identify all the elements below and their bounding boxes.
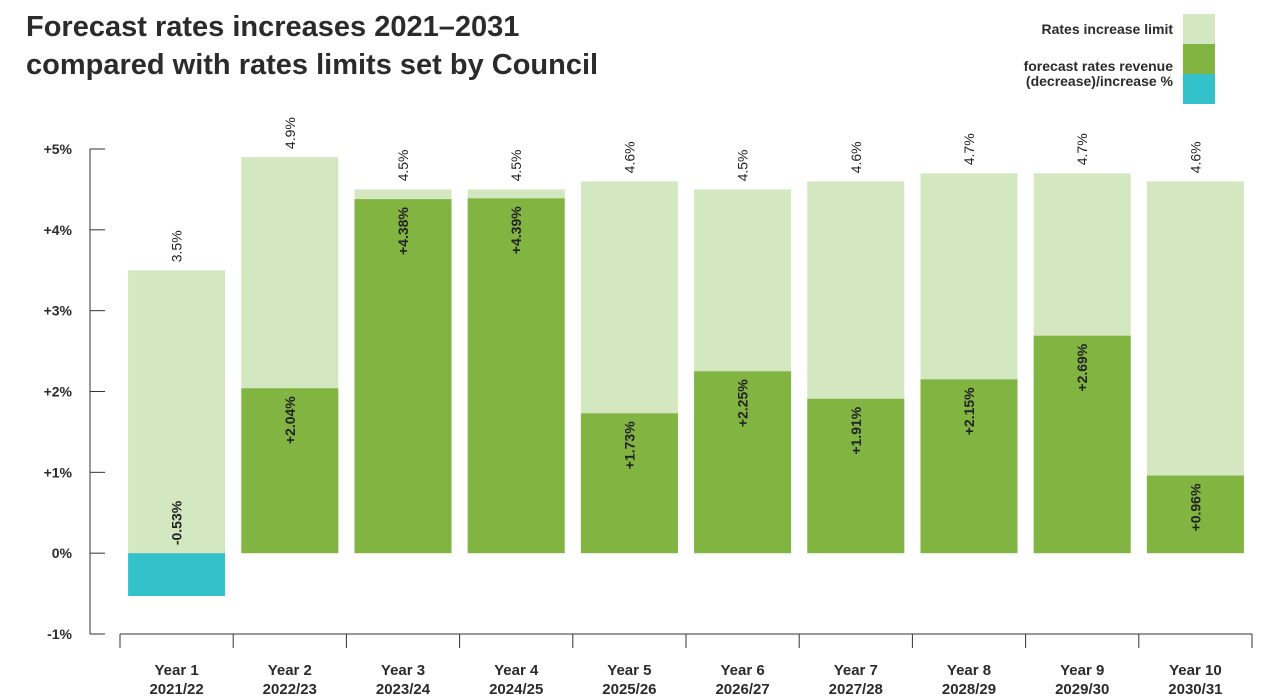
chart-title: Forecast rates increases 2021–2031 compa…: [26, 8, 598, 84]
x-category-label: Year 2: [268, 662, 312, 679]
forecast-data-label: +2.25%: [735, 379, 751, 427]
limit-data-label: 4.6%: [1187, 141, 1203, 173]
limit-data-label: 4.5%: [735, 149, 751, 181]
x-category-label: Year 5: [607, 662, 651, 679]
forecast-data-label: +0.96%: [1187, 483, 1203, 531]
y-tick-label: +2%: [44, 384, 73, 400]
y-tick-label: +4%: [44, 222, 73, 238]
x-category-sublabel: 2026/27: [715, 681, 769, 698]
limit-data-label: 4.7%: [961, 133, 977, 165]
legend-swatch-limit: [1183, 14, 1215, 44]
forecast-data-label: +1.91%: [848, 406, 864, 454]
legend-label-forecast: forecast rates revenue (decrease)/increa…: [1024, 59, 1173, 89]
forecast-bar: [580, 413, 678, 554]
forecast-bar: [1146, 475, 1244, 554]
legend-swatch-stack: [1183, 44, 1215, 104]
x-category-label: Year 8: [947, 662, 991, 679]
forecast-bar: [354, 199, 452, 554]
x-category-sublabel: 2021/22: [149, 681, 203, 698]
x-category-sublabel: 2028/29: [942, 681, 996, 698]
x-category-label: Year 1: [154, 662, 198, 679]
forecast-bar: [920, 379, 1018, 554]
forecast-data-label: +4.39%: [508, 206, 524, 254]
legend-label-forecast-line-2: (decrease)/increase %: [1025, 73, 1173, 89]
forecast-data-label: +1.73%: [621, 421, 637, 469]
x-category-label: Year 3: [381, 662, 425, 679]
forecast-data-label: -0.53%: [169, 500, 185, 545]
forecast-bar: [694, 371, 792, 554]
x-category-sublabel: 2025/26: [602, 681, 656, 698]
x-category-sublabel: 2024/25: [489, 681, 543, 698]
x-category-sublabel: 2023/24: [376, 681, 431, 698]
y-tick-label: +1%: [44, 464, 73, 480]
limit-data-label: 4.5%: [395, 149, 411, 181]
y-tick-label: -1%: [47, 626, 72, 642]
x-category-label: Year 4: [494, 662, 539, 679]
x-category-sublabel: 2029/30: [1055, 681, 1109, 698]
forecast-bar: [1033, 335, 1131, 554]
y-tick-label: 0%: [52, 545, 73, 561]
forecast-data-label: +2.15%: [961, 387, 977, 435]
limit-data-label: 4.6%: [848, 141, 864, 173]
x-category-label: Year 7: [834, 662, 878, 679]
chart-title-line-1: Forecast rates increases 2021–2031: [26, 11, 520, 43]
limit-data-label: 3.5%: [169, 230, 185, 262]
x-category-sublabel: 2022/23: [263, 681, 317, 698]
limit-data-label: 4.7%: [1074, 133, 1090, 165]
legend-item-forecast: forecast rates revenue (decrease)/increa…: [1024, 44, 1215, 104]
limit-data-label: 4.6%: [621, 141, 637, 173]
x-category-sublabel: 2027/28: [829, 681, 883, 698]
forecast-bar: [241, 388, 339, 554]
y-tick-label: +3%: [44, 303, 73, 319]
legend-swatch-decrease: [1183, 74, 1215, 104]
y-tick-label: +5%: [44, 141, 73, 157]
legend-item-limit: Rates increase limit: [1024, 14, 1215, 44]
forecast-bar: [807, 398, 905, 554]
legend-label-forecast-line-1: forecast rates revenue: [1023, 58, 1173, 74]
x-category-label: Year 9: [1060, 662, 1104, 679]
limit-data-label: 4.5%: [508, 149, 524, 181]
chart-title-line-2: compared with rates limits set by Counci…: [26, 49, 599, 81]
limit-bar: [128, 270, 226, 554]
legend-swatch-increase: [1183, 44, 1215, 74]
x-category-label: Year 10: [1169, 662, 1222, 679]
x-category-sublabel: 2030/31: [1168, 681, 1222, 698]
legend-label-limit: Rates increase limit: [1041, 20, 1173, 37]
forecast-data-label: +2.04%: [282, 396, 298, 444]
forecast-data-label: +2.69%: [1074, 343, 1090, 391]
forecast-data-label: +4.38%: [395, 207, 411, 255]
x-category-label: Year 6: [720, 662, 764, 679]
legend: Rates increase limit forecast rates reve…: [1024, 14, 1215, 104]
limit-data-label: 4.9%: [282, 117, 298, 149]
forecast-bar: [467, 198, 565, 554]
forecast-bar: [128, 553, 226, 597]
